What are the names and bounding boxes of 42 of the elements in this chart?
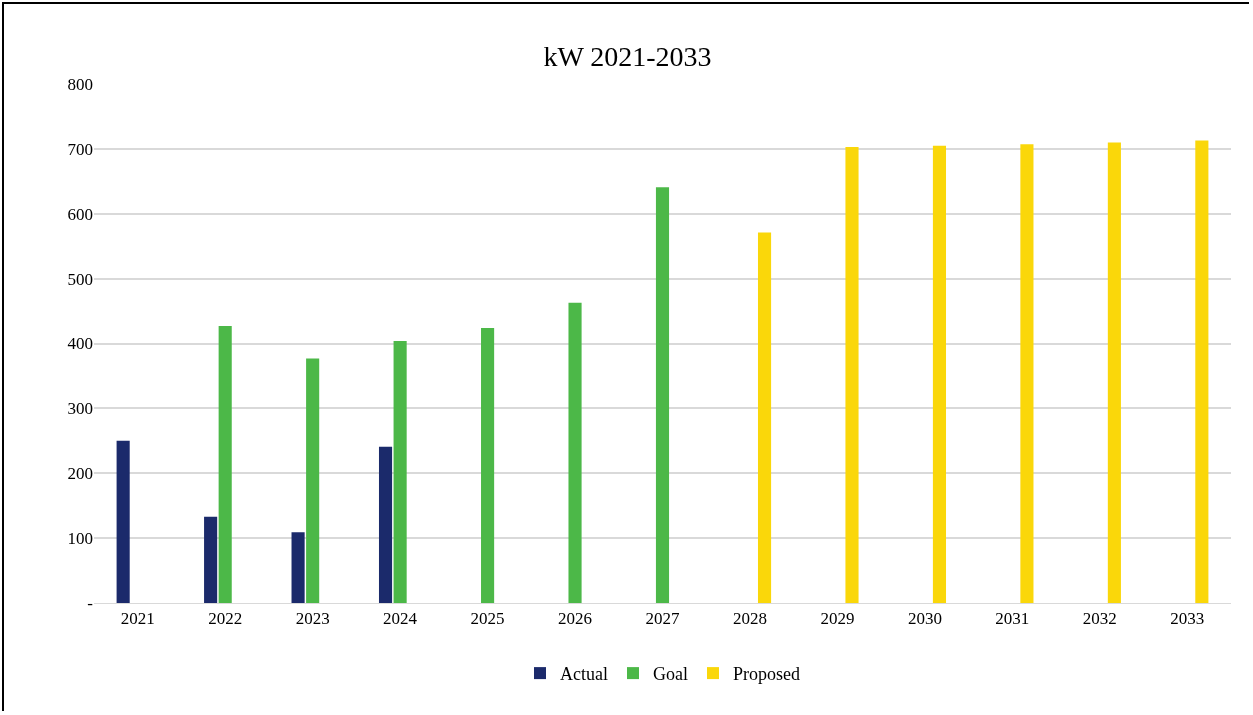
bar (378, 446, 393, 603)
legend-label: Proposed (732, 664, 800, 685)
y-tick-label: 300 (67, 399, 93, 419)
y-tick-label: 800 (67, 74, 93, 94)
bar (568, 302, 582, 603)
bar (393, 340, 407, 603)
bar (218, 325, 232, 603)
y-tick-label: 600 (67, 204, 93, 224)
y-tick-label: 100 (67, 529, 93, 549)
x-tick-label: 2022 (208, 609, 243, 629)
y-tick-label: 200 (67, 464, 93, 484)
x-tick-label: 2028 (732, 609, 767, 629)
x-tick-label: 2026 (558, 609, 593, 629)
bar (204, 516, 218, 603)
bar (845, 146, 859, 603)
x-tick-label: 2021 (120, 609, 155, 629)
x-tick-label: 2032 (1082, 609, 1117, 629)
bar (116, 440, 130, 603)
y-tick-label: 700 (67, 139, 93, 159)
bar (932, 145, 947, 603)
x-tick-label: 2027 (645, 609, 680, 629)
x-tick-label: 2031 (995, 609, 1030, 629)
bar (481, 327, 495, 603)
x-tick-label: 2025 (470, 609, 505, 629)
bar (655, 187, 670, 603)
bar (306, 358, 320, 603)
x-tick-label: 2023 (295, 609, 330, 629)
chart-title: kW 2021-2033 (543, 41, 712, 73)
bar (291, 532, 305, 603)
bar (757, 232, 772, 603)
legend-label: Actual (560, 664, 608, 685)
x-tick-label: 2030 (907, 609, 942, 629)
x-tick-label: 2029 (820, 609, 855, 629)
y-tick-label: - (87, 593, 94, 613)
x-tick-label: 2024 (383, 609, 418, 629)
bar (1195, 140, 1209, 603)
y-tick-label: 500 (67, 269, 93, 289)
bar (1107, 142, 1121, 603)
x-tick-label: 2033 (1170, 609, 1205, 629)
y-tick-label: 400 (67, 334, 93, 354)
legend-label: Goal (652, 664, 688, 685)
bar (1020, 144, 1034, 603)
